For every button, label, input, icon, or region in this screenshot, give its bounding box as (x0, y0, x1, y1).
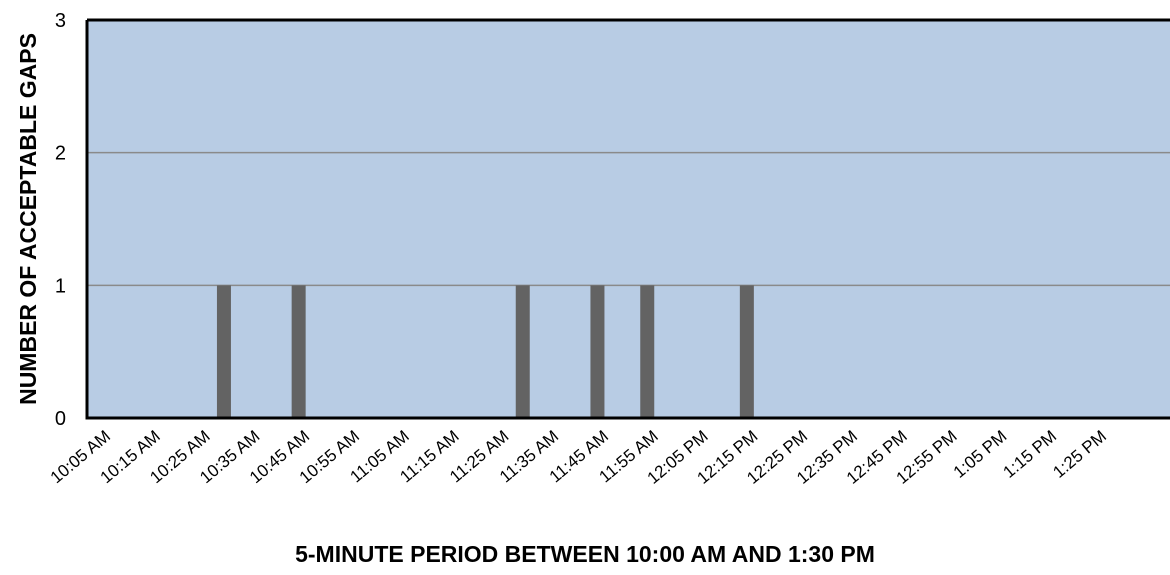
x-tick-label: 1:15 PM (1000, 427, 1061, 482)
y-tick-labels: 0 1 2 3 (55, 10, 66, 430)
plot-frame (85, 18, 1170, 420)
bars (216, 285, 754, 418)
y-tick-label: 2 (55, 143, 66, 165)
bar (216, 285, 231, 418)
bar (590, 285, 605, 418)
x-tick-label: 1:05 PM (950, 427, 1011, 482)
gridlines (87, 151, 1170, 287)
bar (739, 285, 754, 418)
plot-area (87, 20, 1170, 418)
y-axis-title: NUMBER OF ACCEPTABLE GAPS (15, 33, 41, 405)
bar (515, 285, 530, 418)
y-tick-label: 1 (55, 275, 66, 297)
x-axis-title: 5-MINUTE PERIOD BETWEEN 10:00 AM AND 1:3… (295, 541, 875, 567)
y-tick-label: 3 (55, 10, 66, 32)
bar (291, 285, 306, 418)
y-tick-label: 0 (55, 408, 66, 430)
bar (640, 285, 655, 418)
x-tick-label: 1:25 PM (1049, 427, 1110, 482)
